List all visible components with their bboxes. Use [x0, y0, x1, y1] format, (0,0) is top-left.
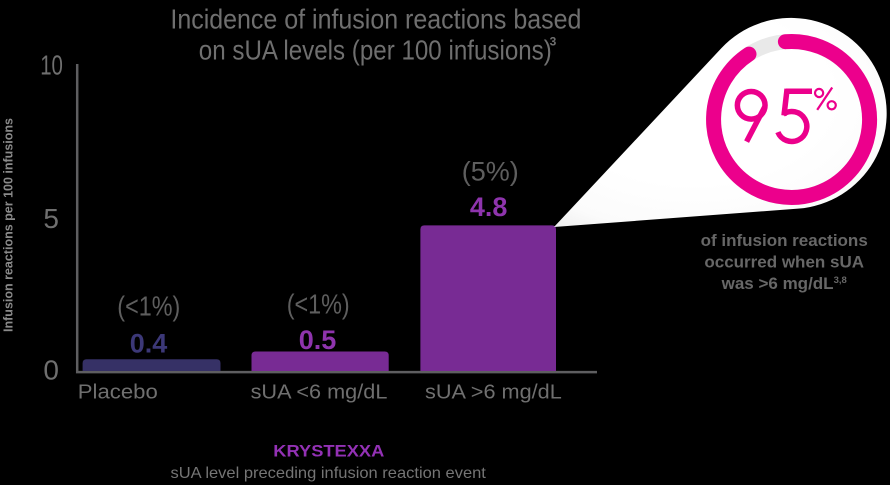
svg-text:10: 10	[40, 50, 63, 81]
svg-text:was >6 mg/dL3,8: was >6 mg/dL3,8	[721, 274, 847, 293]
svg-text:5: 5	[43, 203, 59, 234]
svg-text:sUA level preceding infusion r: sUA level preceding infusion reaction ev…	[171, 465, 487, 482]
svg-text:sUA <6 mg/dL: sUA <6 mg/dL	[251, 382, 388, 404]
svg-text:(5%): (5%)	[462, 157, 519, 187]
svg-text:3: 3	[550, 35, 557, 49]
svg-text:0.5: 0.5	[299, 325, 337, 355]
svg-text:KRYSTEXXA: KRYSTEXXA	[273, 442, 384, 460]
svg-text:0.4: 0.4	[130, 328, 168, 358]
svg-text:(<1%): (<1%)	[117, 291, 180, 322]
svg-text:Incidence of infusion reaction: Incidence of infusion reactions based	[170, 4, 581, 35]
svg-text:occurred when sUA: occurred when sUA	[704, 253, 864, 272]
svg-text:Infusion reactions per 100 inf: Infusion reactions per 100 infusions	[2, 118, 16, 332]
svg-text:on sUA levels (per 100 infusio: on sUA levels (per 100 infusions)	[199, 34, 552, 65]
svg-text:0: 0	[43, 354, 59, 385]
svg-text:(<1%): (<1%)	[287, 289, 350, 320]
svg-text:of infusion reactions: of infusion reactions	[701, 231, 868, 250]
svg-text:Placebo: Placebo	[78, 382, 158, 404]
svg-text:sUA >6 mg/dL: sUA >6 mg/dL	[425, 382, 562, 404]
svg-text:4.8: 4.8	[470, 192, 508, 222]
